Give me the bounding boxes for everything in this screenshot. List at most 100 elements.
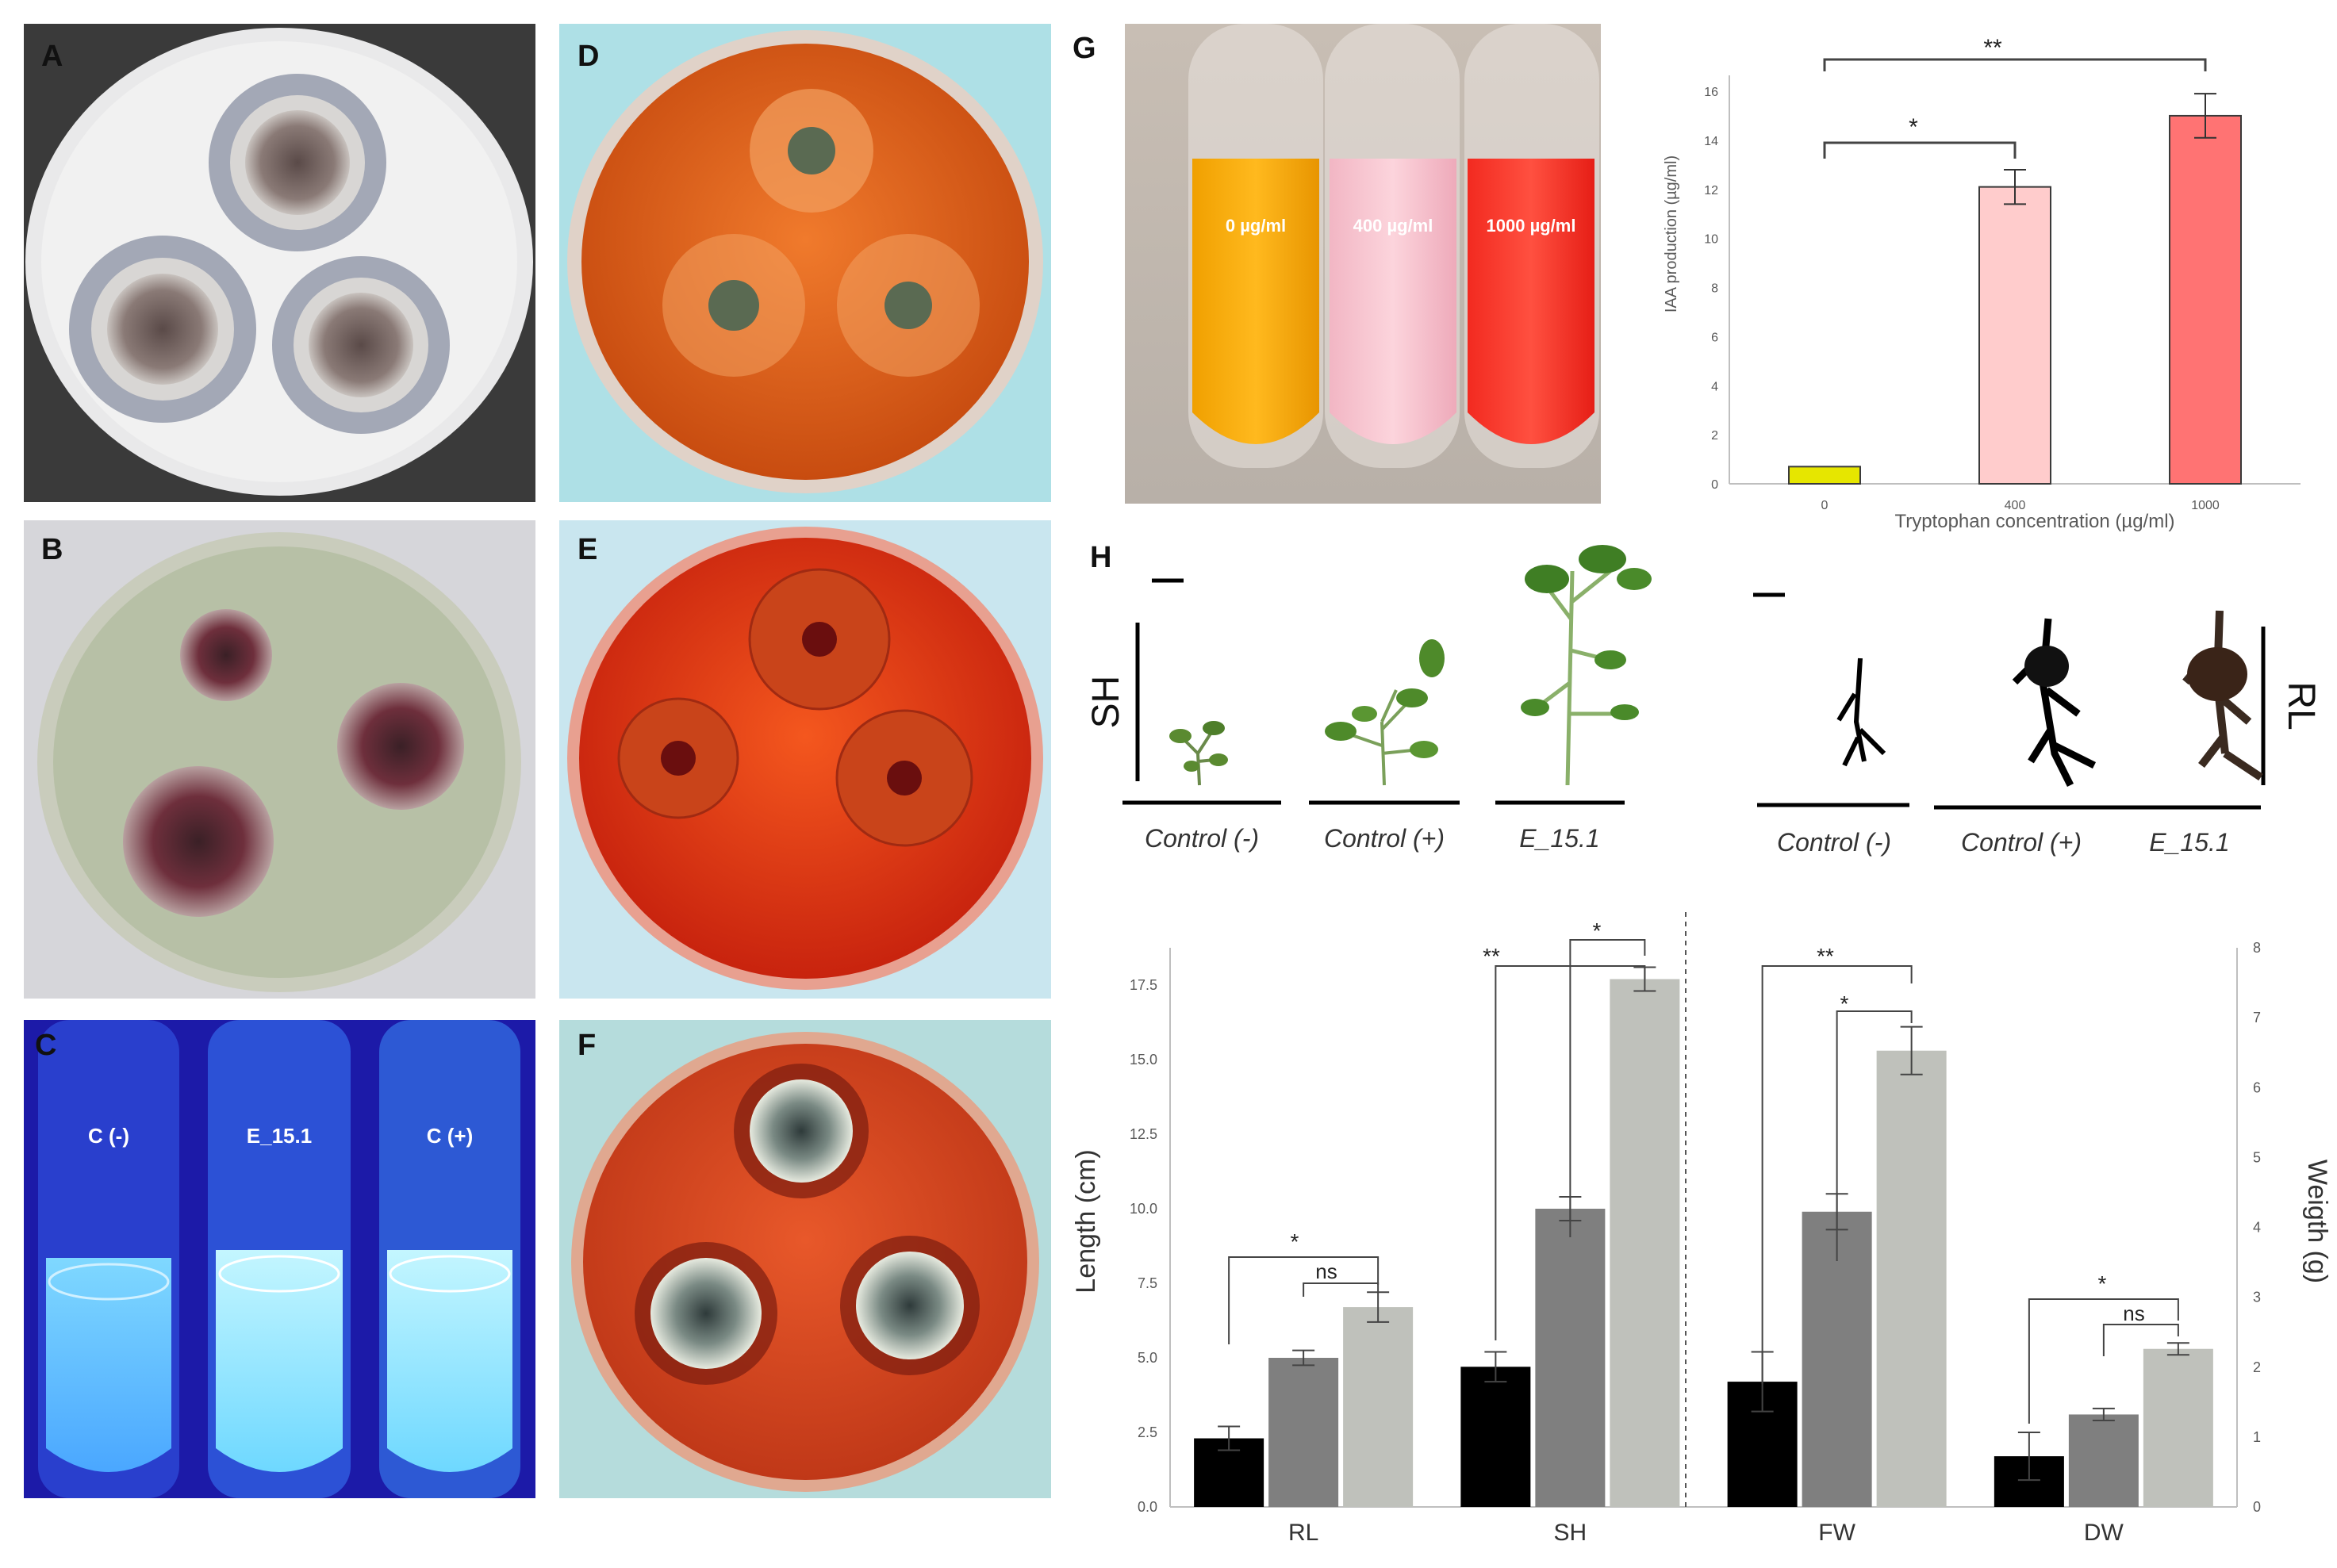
rl-scale-label: RL	[2280, 681, 2322, 730]
panel-label-a: A	[41, 40, 63, 73]
iaa-y-label: IAA production (µg/ml)	[1663, 155, 1680, 312]
sig-fw-double-star: **	[1817, 944, 1834, 968]
bracket-dw-pos-e15	[2102, 1324, 2179, 1356]
panel-a-plate-photo	[24, 24, 535, 502]
growth-bar	[1535, 1209, 1606, 1507]
growth-x-tick-label: DW	[2084, 1520, 2124, 1546]
panel-label-c: C	[35, 1029, 57, 1062]
iaa-chart: 0 2 4 6 8 10 12 14 16 0 400 1000 IAA production (µg…	[1663, 35, 2301, 532]
tube-label-c-pos: C (+)	[427, 1124, 474, 1148]
plate-b-image	[37, 532, 521, 992]
shoot-e15	[1521, 545, 1652, 786]
iaa-x-tick-label: 400	[2005, 499, 2026, 512]
growth-x-tick-label: SH	[1554, 1520, 1587, 1546]
growth-y-tick-label: 10.0	[1130, 1201, 1157, 1217]
growth-chart: 0.0 2.5 5.0 7.5 10.0 12.5 15.0 17.5 0 1 2 3 4 5 6 7 8 RL S…	[1071, 912, 2332, 1546]
panel-g-tubes-photo: 0 µg/ml 400 µg/ml 1000 µg/ml	[1125, 24, 1601, 504]
panel-label-h: H	[1090, 541, 1112, 574]
tube-label-400: 400 µg/ml	[1353, 216, 1433, 236]
iaa-sig-double-star: **	[1983, 35, 2002, 61]
iaa-y-tick-label: 8	[1711, 282, 1718, 296]
iaa-bar	[2169, 114, 2242, 485]
root-control-pos	[2012, 618, 2097, 788]
panel-e-plate-photo	[559, 520, 1051, 999]
growth-y-right-tick-label: 1	[2253, 1429, 2261, 1445]
plate-f-image	[571, 1032, 1039, 1492]
plate-e-image	[567, 527, 1043, 990]
panel-d-plate-photo	[559, 24, 1051, 502]
root-label-control-pos: Control (+)	[1961, 828, 2082, 857]
iaa-x-tick-label: 1000	[2191, 499, 2220, 512]
shoot-control-neg	[1169, 721, 1228, 786]
growth-y-right-tick-label: 6	[2253, 1079, 2261, 1095]
iaa-bracket-0-1000	[1823, 58, 2207, 71]
root-e15	[2182, 610, 2263, 781]
plate-a-image	[25, 28, 533, 496]
iaa-bar	[1978, 186, 2051, 485]
bracket-rl-neg-e15	[1228, 1256, 1380, 1344]
tube-label-c-neg: C (-)	[88, 1124, 129, 1148]
sig-sh-star: *	[1593, 918, 1602, 943]
growth-y-tick-label: 15.0	[1130, 1052, 1157, 1068]
sig-sh-double-star: **	[1483, 944, 1500, 968]
sh-scale-label: SH	[1085, 676, 1127, 729]
sig-dw-ns: ns	[2123, 1302, 2144, 1325]
plants-panel: SH RL Control	[1085, 545, 2322, 857]
tubes-c-image: C (-) E_15.1 C (+)	[24, 1020, 535, 1498]
iaa-y-tick-label: 10	[1704, 233, 1718, 247]
shoot-label-control-neg: Control (-)	[1145, 824, 1259, 853]
growth-y-label-left: Length (cm)	[1071, 1149, 1101, 1293]
growth-bar	[1268, 1358, 1339, 1507]
iaa-y-tick-label: 12	[1704, 184, 1718, 197]
iaa-sig-star: *	[1909, 114, 1918, 140]
panel-label-e: E	[578, 533, 598, 566]
iaa-y-tick-label: 0	[1711, 478, 1718, 492]
panel-label-f: F	[578, 1029, 597, 1062]
panel-label-b: B	[41, 533, 63, 566]
growth-y-right-tick-label: 8	[2253, 940, 2261, 956]
sig-fw-star: *	[1840, 991, 1849, 1016]
growth-y-label-right: Weigth (g)	[2302, 1160, 2332, 1283]
iaa-y-tick-label: 4	[1711, 380, 1718, 393]
panel-f-plate-photo	[559, 1020, 1051, 1498]
growth-bar	[1876, 1050, 1947, 1507]
growth-y-tick-label: 5.0	[1138, 1350, 1157, 1366]
iaa-bracket-0-400	[1823, 141, 2017, 159]
iaa-x-label: Tryptophan concentration (µg/ml)	[1894, 511, 2174, 532]
iaa-y-tick-label: 16	[1704, 86, 1718, 99]
bracket-rl-pos-e15	[1303, 1282, 1380, 1297]
growth-y-right-tick-label: 3	[2253, 1290, 2261, 1305]
panel-label-d: D	[578, 40, 600, 73]
growth-y-tick-label: 17.5	[1130, 977, 1157, 993]
sig-dw-star: *	[2098, 1271, 2107, 1296]
sig-rl-star: *	[1291, 1229, 1299, 1254]
shoot-label-e15: E_15.1	[1519, 824, 1599, 853]
root-label-control-neg: Control (-)	[1777, 828, 1891, 857]
bracket-fw-neg-e15	[1761, 965, 1913, 1384]
panel-label-g: G	[1073, 32, 1096, 65]
panel-c-tubes-photo: C (-) E_15.1 C (+)	[24, 1020, 535, 1498]
tubes-g-image: 0 µg/ml 400 µg/ml 1000 µg/ml	[1125, 24, 1601, 504]
growth-y-right-tick-label: 7	[2253, 1010, 2261, 1026]
plate-d-image	[567, 30, 1043, 493]
tube-label-1000: 1000 µg/ml	[1487, 216, 1576, 236]
bracket-dw-neg-e15	[2028, 1298, 2179, 1424]
root-label-e15: E_15.1	[2149, 828, 2229, 857]
growth-bar	[2068, 1414, 2139, 1507]
growth-y-tick-label: 7.5	[1138, 1275, 1157, 1291]
iaa-y-tick-label: 6	[1711, 331, 1718, 344]
panel-b-plate-photo	[24, 520, 535, 999]
iaa-x-tick-label: 0	[1821, 499, 1829, 512]
growth-y-tick-label: 2.5	[1138, 1424, 1157, 1440]
bracket-fw-pos-e15	[1836, 1010, 1913, 1261]
shoot-label-control-pos: Control (+)	[1324, 824, 1445, 853]
bracket-sh-pos-e15	[1569, 939, 1646, 1237]
growth-y-right-tick-label: 4	[2253, 1220, 2261, 1236]
sig-rl-ns: ns	[1315, 1259, 1337, 1283]
tube-label-e15: E_15.1	[247, 1124, 312, 1148]
tube-label-0: 0 µg/ml	[1226, 216, 1286, 236]
growth-y-right-tick-label: 2	[2253, 1359, 2261, 1375]
growth-y-tick-label: 12.5	[1130, 1126, 1157, 1142]
growth-y-right-tick-label: 5	[2253, 1149, 2261, 1165]
growth-bar	[1610, 979, 1680, 1507]
